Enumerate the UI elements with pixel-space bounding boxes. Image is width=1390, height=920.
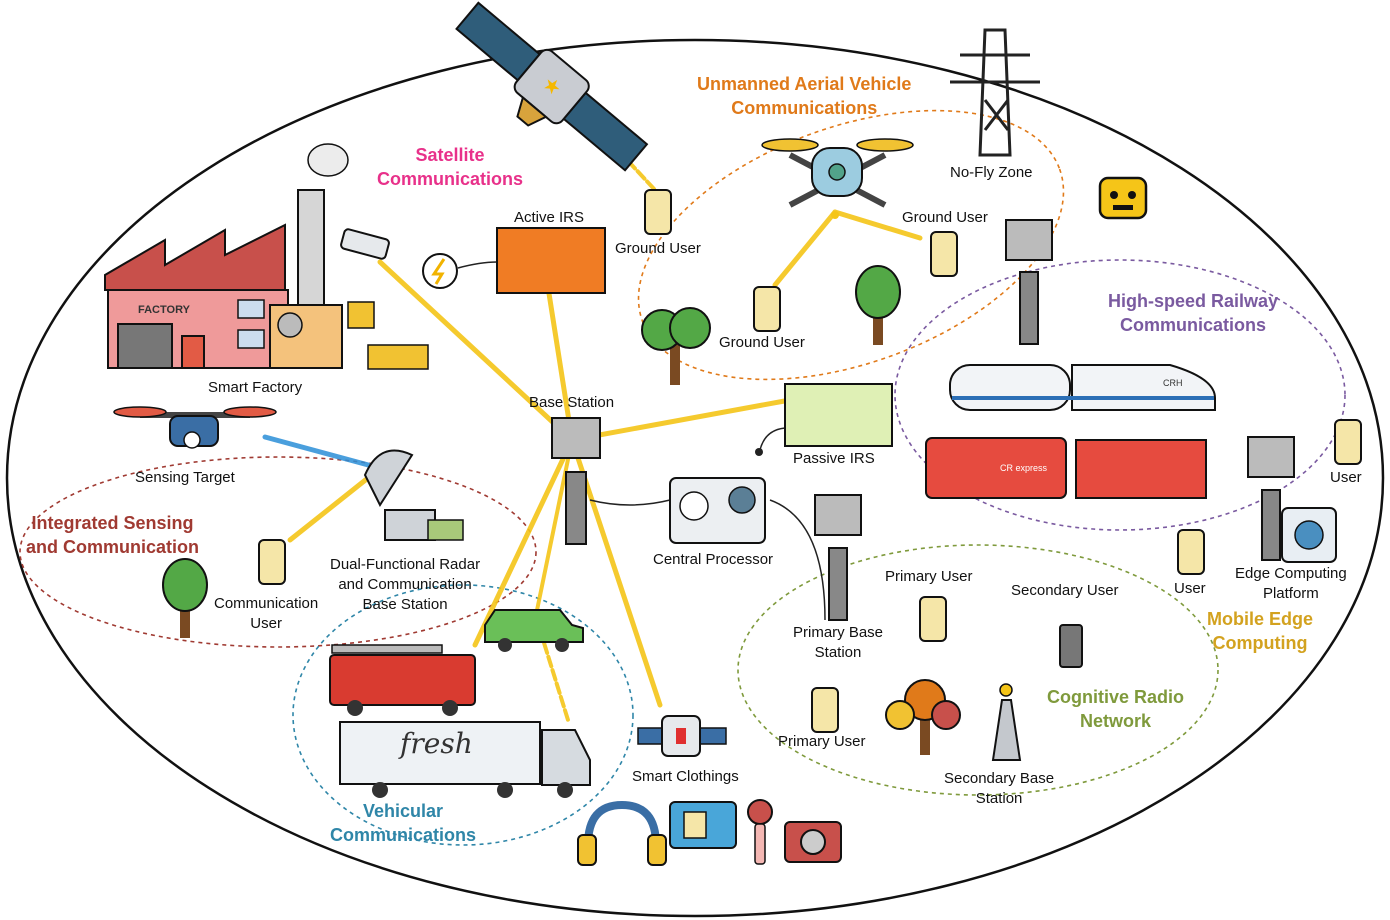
uav-zone — [637, 109, 1065, 381]
fronthaul-wire-1 — [589, 499, 671, 506]
label-ground-user-uav-right: Ground User — [902, 209, 988, 226]
smartphone-icon — [258, 189, 1362, 733]
label-dfrc-base-station: Dual-Functional Radar and Communication … — [330, 556, 481, 613]
label-primary-user-bottom: Primary User — [778, 733, 866, 750]
passive-irs-panel-icon — [784, 383, 893, 447]
railway-zone — [894, 259, 1346, 531]
sensing-beam — [262, 434, 375, 469]
robot-icon — [1098, 176, 1148, 220]
central-processor-icon — [669, 477, 766, 544]
label-factory-sign: FACTORY — [138, 304, 190, 316]
tree-icon — [885, 679, 961, 755]
power-tower-icon — [950, 28, 1040, 157]
label-central-processor: Central Processor — [653, 551, 774, 568]
label-smart-factory: Smart Factory — [208, 379, 303, 396]
headphones-icon — [577, 800, 667, 866]
label-ground-user-uav-left: Ground User — [719, 334, 805, 351]
signal-beams — [287, 118, 923, 722]
label-base-station: Base Station — [529, 394, 615, 411]
satellite-icon: ★ — [455, 1, 649, 172]
outer-boundary — [5, 38, 1385, 918]
tree-icon — [641, 307, 711, 385]
label-edge-computing-platform: Edge Computing Platform — [1235, 565, 1347, 602]
uav-drone-icon — [761, 138, 914, 219]
fronthaul-wire-2 — [769, 499, 826, 621]
title-railway: High-speed Railway Communications — [1108, 291, 1279, 335]
wire-end-dot — [755, 448, 763, 456]
passive-irs-wire — [759, 427, 786, 451]
label-primary-base-station: Primary Base Station — [793, 624, 884, 661]
label-truck-fresh: fresh — [400, 727, 473, 760]
label-user-mec-mid: User — [1174, 580, 1206, 597]
smartwatch-icon — [637, 715, 727, 757]
label-primary-user-top: Primary User — [885, 568, 973, 585]
isac-zone — [19, 456, 537, 648]
bullet-train-icon — [949, 364, 1216, 411]
sensing-drone-icon — [113, 406, 277, 449]
title-isac: Integrated Sensing and Communication — [26, 513, 200, 557]
label-no-fly-zone: No-Fly Zone — [950, 164, 1033, 181]
label-passive-irs: Passive IRS — [793, 450, 875, 467]
label-user-mec-top: User — [1330, 469, 1362, 486]
label-smart-clothings: Smart Clothings — [632, 768, 739, 785]
walkie-talkie-icon — [1059, 624, 1083, 668]
title-vehicular: Vehicular Communications — [330, 801, 477, 845]
refrigerated-truck-icon — [339, 721, 591, 798]
cognitive-radio-zone — [737, 544, 1219, 796]
power-plug-icon — [422, 253, 458, 289]
microphone-icon — [747, 799, 773, 865]
tree-icon — [162, 558, 208, 638]
irs-power-wire — [457, 261, 498, 269]
base-station-icon — [551, 417, 601, 545]
id-card-icon — [669, 801, 737, 849]
label-active-irs: Active IRS — [514, 209, 585, 226]
label-secondary-base-station: Secondary Base Station — [944, 770, 1055, 807]
secondary-antenna-icon — [991, 683, 1022, 761]
factory-icon — [104, 143, 429, 370]
surveillance-camera-icon — [340, 228, 390, 260]
tree-icon — [855, 265, 901, 345]
car-icon — [484, 609, 584, 652]
label-train-cr-express: CR express — [1000, 463, 1048, 473]
base-station-icon — [814, 494, 862, 621]
base-station-icon — [1005, 219, 1053, 345]
radar-dish-icon — [363, 449, 464, 541]
label-sensing-target: Sensing Target — [135, 469, 235, 486]
vehicular-zone — [292, 584, 634, 846]
fire-truck-icon — [329, 644, 476, 716]
label-communication-user: Communication User — [214, 595, 319, 632]
base-station-icon — [1247, 436, 1295, 561]
active-irs-panel-icon — [496, 227, 606, 294]
freight-train-icon — [925, 437, 1207, 499]
camera-icon — [784, 821, 842, 863]
edge-server-icon — [1281, 507, 1337, 563]
title-mec: Mobile Edge Computing — [1207, 609, 1314, 653]
title-cognitive-radio: Cognitive Radio Network — [1047, 687, 1185, 731]
label-ground-user-sat: Ground User — [615, 240, 701, 257]
title-satellite: Satellite Communications — [377, 145, 524, 189]
label-train-crh: CRH — [1163, 378, 1183, 388]
title-uav: Unmanned Aerial Vehicle Communications — [697, 74, 912, 118]
label-secondary-user: Secondary User — [1011, 582, 1119, 599]
